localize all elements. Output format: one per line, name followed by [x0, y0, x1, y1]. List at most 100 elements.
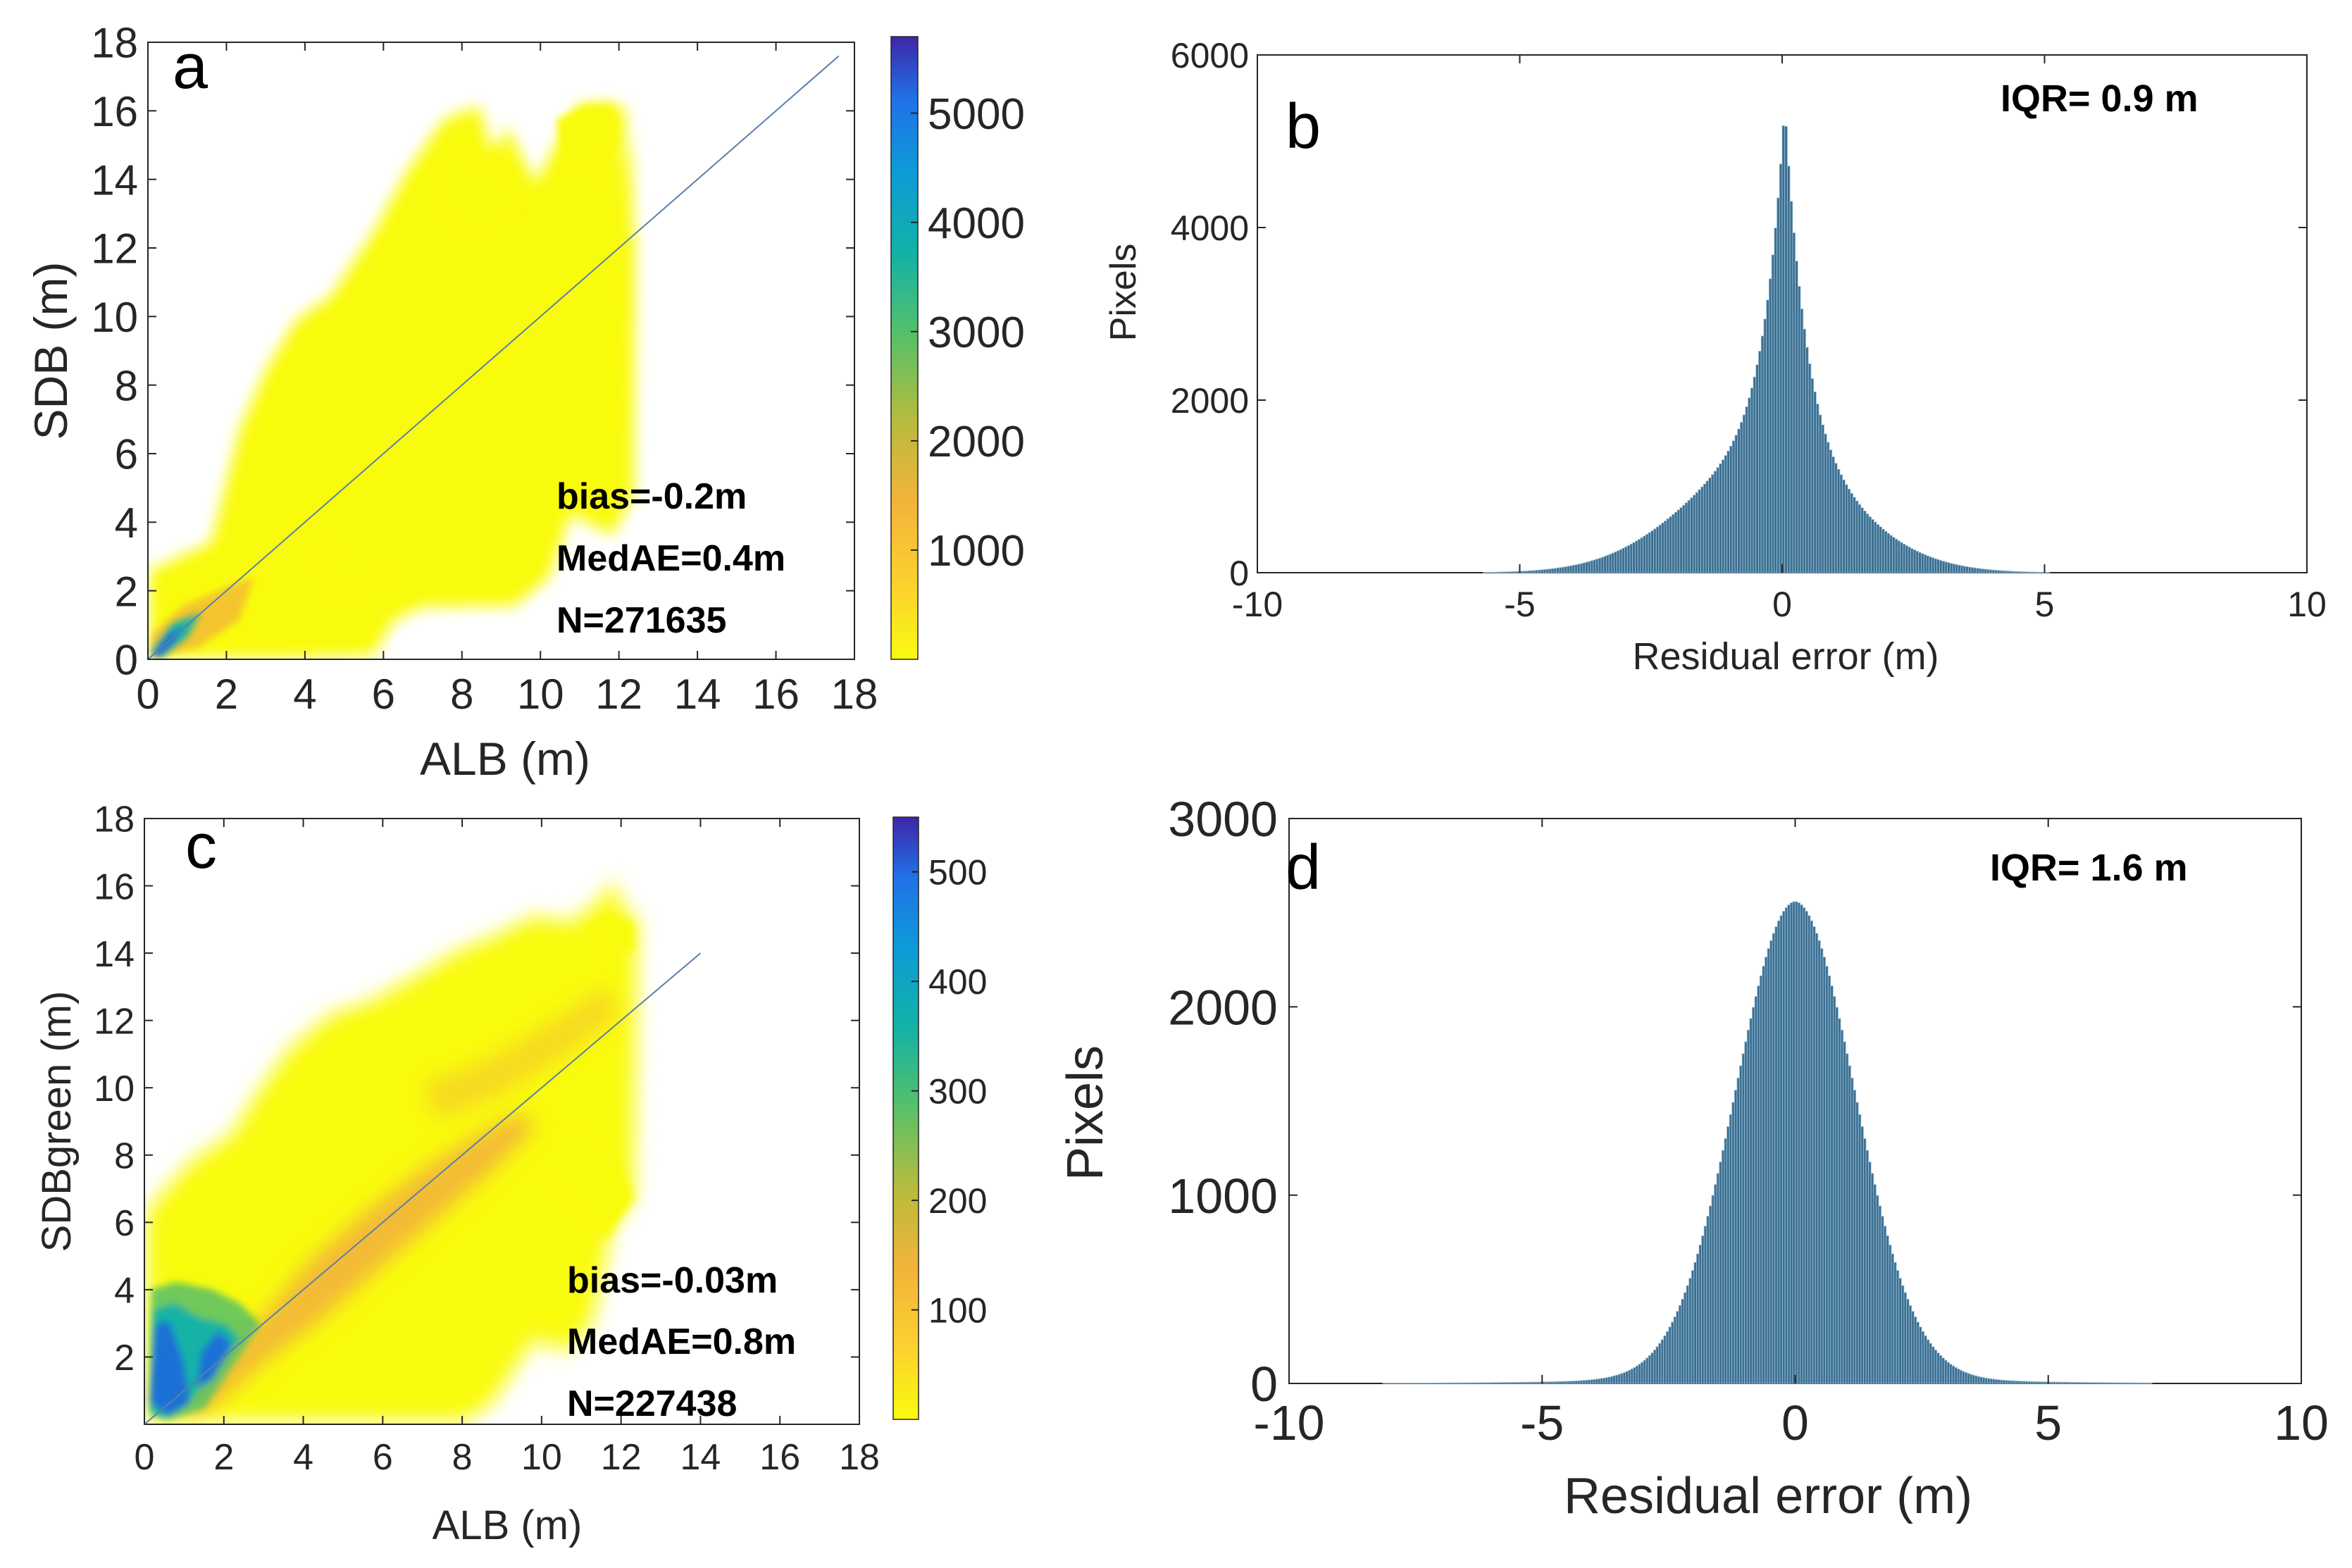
histogram-bar [1558, 567, 1562, 573]
histogram-bar [1970, 567, 1974, 573]
histogram-bar [1607, 1376, 1611, 1384]
histogram-bar [1632, 542, 1636, 573]
histogram-bar [1744, 1041, 1748, 1384]
histogram-bar [1731, 1102, 1735, 1384]
histogram-bar [2012, 1380, 2016, 1384]
histogram-bar [1994, 1379, 1998, 1384]
histogram-bar [2046, 572, 2051, 573]
histogram-bar [1763, 318, 1767, 573]
histogram-bar [1979, 1376, 1983, 1384]
histogram-bar [1485, 572, 1489, 573]
y-tick-label: 2 [115, 568, 138, 615]
histogram-bar [1572, 565, 1576, 573]
colorbar-tick-label: 200 [928, 1181, 987, 1221]
histogram-bar [1779, 163, 1783, 573]
histogram-bar [1564, 1381, 1568, 1384]
histogram-bar [1843, 1041, 1846, 1384]
histogram-bar [1561, 566, 1565, 573]
histogram-bar [1511, 571, 1515, 573]
histogram-bar [1924, 1335, 1927, 1384]
histogram-bar [1944, 1359, 1948, 1384]
x-tick-label: -5 [1520, 1395, 1564, 1450]
x-tick-label: 12 [595, 671, 642, 718]
histogram-bar [1919, 1326, 1922, 1384]
histogram-bar [1853, 497, 1856, 573]
x-tick-label: 10 [2287, 585, 2327, 624]
histogram-bar [1871, 519, 1874, 573]
histogram-bar [1868, 516, 1872, 573]
histogram-bar [1908, 1305, 1912, 1384]
x-axis-label-b: Residual error (m) [1632, 635, 1939, 678]
histogram-bar [1759, 975, 1763, 1384]
histogram-bar [1757, 985, 1760, 1384]
histogram-bar [1929, 556, 1932, 573]
histogram-bar [1719, 1162, 1722, 1384]
histogram-bar [1686, 1285, 1690, 1384]
histogram-bar [1653, 528, 1657, 573]
histogram-bar [1972, 1374, 1975, 1384]
histogram-bar [1957, 1369, 1960, 1384]
y-tick-label: 0 [1250, 1357, 1278, 1412]
histogram-bar [2002, 570, 2006, 573]
histogram-bar [1868, 1162, 1872, 1384]
histogram-bar [1969, 1374, 1973, 1384]
histogram-bar [1777, 920, 1781, 1384]
histogram-bar [1987, 1378, 1991, 1384]
histogram-bar [1559, 1381, 1563, 1384]
histogram-bar [1687, 499, 1691, 573]
histogram-bar [1813, 391, 1817, 573]
histogram-bar [1638, 1364, 1641, 1384]
histogram-bar [1691, 1270, 1695, 1384]
histogram-bar [2078, 1382, 2082, 1384]
x-tick-label: 5 [2034, 1395, 2062, 1450]
histogram-bar [1643, 535, 1646, 573]
histogram-bar [1936, 559, 1940, 573]
histogram-bar [2073, 1381, 2077, 1384]
histogram-bar [1746, 1029, 1750, 1384]
histogram-bar [1608, 554, 1612, 573]
x-tick-label: 0 [135, 1437, 155, 1478]
histogram-bar [1805, 911, 1808, 1384]
y-tick-label: 16 [91, 88, 138, 135]
histogram-bar [1579, 563, 1583, 573]
y-tick-label: 12 [91, 225, 138, 273]
histogram-bar [1906, 1298, 1910, 1384]
x-tick-label: 0 [1781, 1395, 1809, 1450]
histogram-bar [1964, 1372, 1968, 1384]
histogram-bar [2020, 1381, 2024, 1384]
histogram-bar [1915, 551, 1919, 573]
histogram-bar [2075, 1381, 2079, 1384]
x-tick-label: 8 [452, 1437, 473, 1478]
histogram-bar [1672, 514, 1675, 573]
histogram-bar [1577, 564, 1581, 573]
y-axis-label-d: Pixels [1057, 1045, 1114, 1181]
histogram-bar [1781, 125, 1786, 573]
histogram-bar [1981, 568, 1985, 573]
histogram-bar [1711, 474, 1715, 573]
histogram-bar [1792, 901, 1796, 1384]
histogram-bar [2062, 1381, 2067, 1384]
histogram-bar [1658, 1343, 1662, 1384]
histogram-bar [1619, 549, 1623, 573]
colorbar-tick-label: 3000 [928, 309, 1025, 357]
histogram-bar [1850, 492, 1853, 573]
x-tick-label: 18 [839, 1437, 880, 1478]
histogram-bar [1845, 1053, 1849, 1384]
histogram-bar [1931, 1346, 1935, 1384]
histogram-bar [2015, 571, 2019, 573]
histogram-bar [1737, 428, 1741, 573]
annotation-iqr-d: IQR= 1.6 m [1990, 847, 2188, 889]
histogram-bar [1800, 309, 1804, 573]
histogram-bar [1826, 442, 1830, 573]
histogram-bar [1610, 1376, 1614, 1384]
histogram-bar [1891, 1253, 1895, 1384]
histogram-bar [1936, 1352, 1940, 1384]
x-tick-label: 0 [136, 671, 159, 718]
histogram-bar [1978, 568, 1982, 573]
histogram-bar [1650, 530, 1654, 573]
histogram-bar [1736, 1077, 1740, 1384]
histogram-bar [1976, 568, 1979, 573]
histogram-bar [1926, 1339, 1930, 1384]
histogram-bar [1997, 1379, 2001, 1384]
histogram-bar [1755, 364, 1759, 573]
